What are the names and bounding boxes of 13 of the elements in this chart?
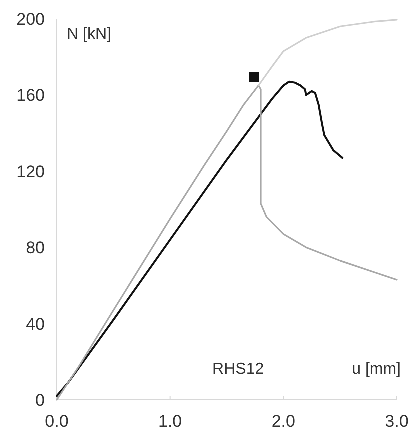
x-tick-label: 2.0 <box>272 412 296 431</box>
x-tick-label: 3.0 <box>385 412 409 431</box>
y-tick-label: 200 <box>16 10 45 29</box>
x-tick-label: 1.0 <box>158 412 182 431</box>
x-tick-label: 0.0 <box>45 412 69 431</box>
y-tick-label: 0 <box>36 390 45 410</box>
annotation: RHS12 <box>212 361 264 378</box>
y-tick-label: 40 <box>26 314 45 334</box>
y-tick-label: 80 <box>26 238 45 258</box>
y-tick-label: 160 <box>16 86 45 106</box>
y-tick-label: 120 <box>16 162 45 182</box>
y-axis-title: N [kN] <box>67 26 112 43</box>
x-axis-title: u [mm] <box>352 361 401 378</box>
